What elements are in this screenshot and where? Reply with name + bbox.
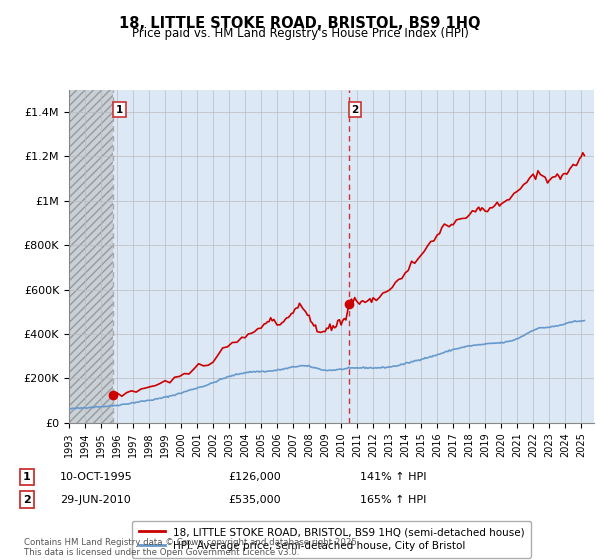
Text: Contains HM Land Registry data © Crown copyright and database right 2025.
This d: Contains HM Land Registry data © Crown c… bbox=[24, 538, 359, 557]
Text: 10-OCT-1995: 10-OCT-1995 bbox=[60, 472, 133, 482]
Text: 1: 1 bbox=[116, 105, 123, 115]
Text: 165% ↑ HPI: 165% ↑ HPI bbox=[360, 494, 427, 505]
Text: £126,000: £126,000 bbox=[228, 472, 281, 482]
Text: 18, LITTLE STOKE ROAD, BRISTOL, BS9 1HQ: 18, LITTLE STOKE ROAD, BRISTOL, BS9 1HQ bbox=[119, 16, 481, 31]
Legend: 18, LITTLE STOKE ROAD, BRISTOL, BS9 1HQ (semi-detached house), HPI: Average pric: 18, LITTLE STOKE ROAD, BRISTOL, BS9 1HQ … bbox=[132, 521, 531, 558]
Text: Price paid vs. HM Land Registry's House Price Index (HPI): Price paid vs. HM Land Registry's House … bbox=[131, 27, 469, 40]
Text: 2: 2 bbox=[23, 494, 31, 505]
Bar bbox=[69, 90, 113, 423]
Text: 2: 2 bbox=[352, 105, 359, 115]
Text: £535,000: £535,000 bbox=[228, 494, 281, 505]
Text: 1: 1 bbox=[23, 472, 31, 482]
Text: 141% ↑ HPI: 141% ↑ HPI bbox=[360, 472, 427, 482]
Text: 29-JUN-2010: 29-JUN-2010 bbox=[60, 494, 131, 505]
